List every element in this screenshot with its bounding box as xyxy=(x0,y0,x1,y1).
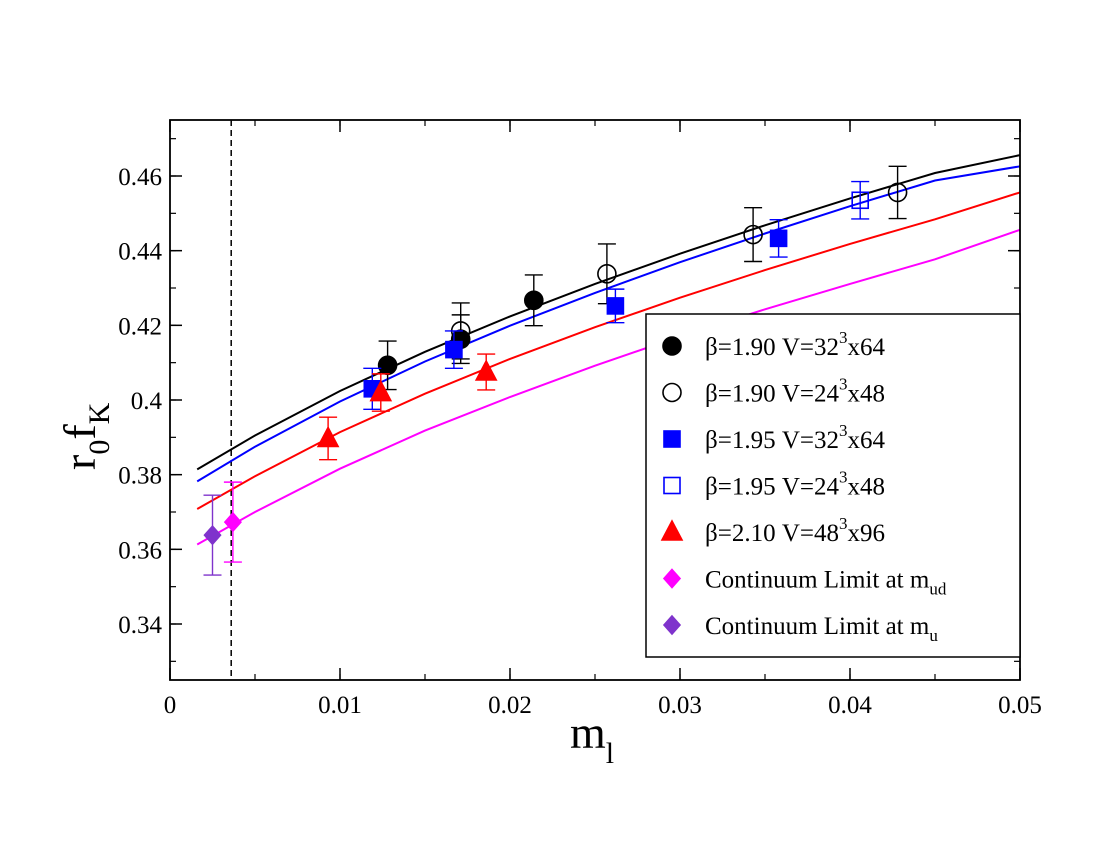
fit-beta-1.90-curve xyxy=(196,154,1020,471)
y-tick-label: 0.36 xyxy=(118,537,162,564)
legend-entry-2: β=1.95 V=323x64 xyxy=(663,421,885,454)
legend-label: β=1.90 V=243x48 xyxy=(705,375,885,408)
y-tick-label: 0.4 xyxy=(131,388,163,415)
legend-label: Continuum Limit at mud xyxy=(705,567,947,599)
y-tick-label: 0.44 xyxy=(118,239,162,266)
data-point xyxy=(523,290,544,311)
legend-marker xyxy=(663,430,681,448)
y-tick-label: 0.38 xyxy=(118,463,162,490)
legend-entry-1: β=1.90 V=243x48 xyxy=(662,375,885,408)
data-point xyxy=(474,359,498,381)
legend-label: β=1.95 V=243x48 xyxy=(705,468,885,501)
y-tick-label: 0.34 xyxy=(118,612,162,639)
legend-entry-5: Continuum Limit at mud xyxy=(662,567,947,599)
fit-continuum-curve xyxy=(196,228,1020,546)
legend-label: β=1.90 V=323x64 xyxy=(705,328,885,361)
data-point xyxy=(597,264,617,284)
x-tick-label: 0.04 xyxy=(828,692,872,719)
data-point xyxy=(203,524,222,546)
y-tick-label: 0.42 xyxy=(118,313,162,340)
plot-layer xyxy=(196,120,1020,680)
legend-marker xyxy=(662,336,682,356)
x-axis-label: ml xyxy=(570,707,614,770)
series-6 xyxy=(203,494,222,576)
x-tick-label: 0 xyxy=(164,692,177,719)
legend-marker xyxy=(662,382,682,403)
legend-label: Continuum Limit at mu xyxy=(705,613,938,645)
legend-marker xyxy=(660,519,684,541)
legend-entry-4: β=2.10 V=483x96 xyxy=(660,514,885,547)
legend-box xyxy=(645,313,1021,658)
legend-marker xyxy=(662,614,682,636)
y-tick-label: 0.46 xyxy=(118,164,162,191)
legend-label: β=1.95 V=323x64 xyxy=(705,421,885,454)
legend-label: β=2.10 V=483x96 xyxy=(705,514,885,547)
legend-entry-0: β=1.90 V=323x64 xyxy=(662,328,885,361)
legend-entry-3: β=1.95 V=243x48 xyxy=(663,468,885,501)
data-point xyxy=(743,224,763,245)
data-point xyxy=(445,340,463,359)
legend-entry-6: Continuum Limit at mu xyxy=(662,613,938,645)
x-tick-label: 0.05 xyxy=(998,692,1042,719)
series-3 xyxy=(851,180,870,220)
data-point xyxy=(851,191,870,210)
x-tick-label: 0.01 xyxy=(318,692,362,719)
data-point xyxy=(223,511,242,533)
legend: β=1.90 V=323x64 β=1.90 V=243x48 β=1.95 V=3… xyxy=(645,313,1021,658)
data-point xyxy=(606,297,625,315)
fit-beta-1.95-curve xyxy=(196,165,1020,483)
fit-beta-2.10-curve xyxy=(196,191,1020,510)
y-axis-label: r0fK xyxy=(54,402,116,470)
x-tick-label: 0.02 xyxy=(488,692,532,719)
data-point xyxy=(887,182,908,203)
legend-marker xyxy=(663,476,681,495)
data-point xyxy=(769,229,788,248)
data-point xyxy=(377,355,398,376)
x-tick-label: 0.03 xyxy=(658,692,702,719)
series-5 xyxy=(223,481,242,563)
data-point xyxy=(369,379,393,402)
legend-marker xyxy=(662,568,682,589)
series-4 xyxy=(316,353,498,461)
data-point xyxy=(316,425,340,448)
